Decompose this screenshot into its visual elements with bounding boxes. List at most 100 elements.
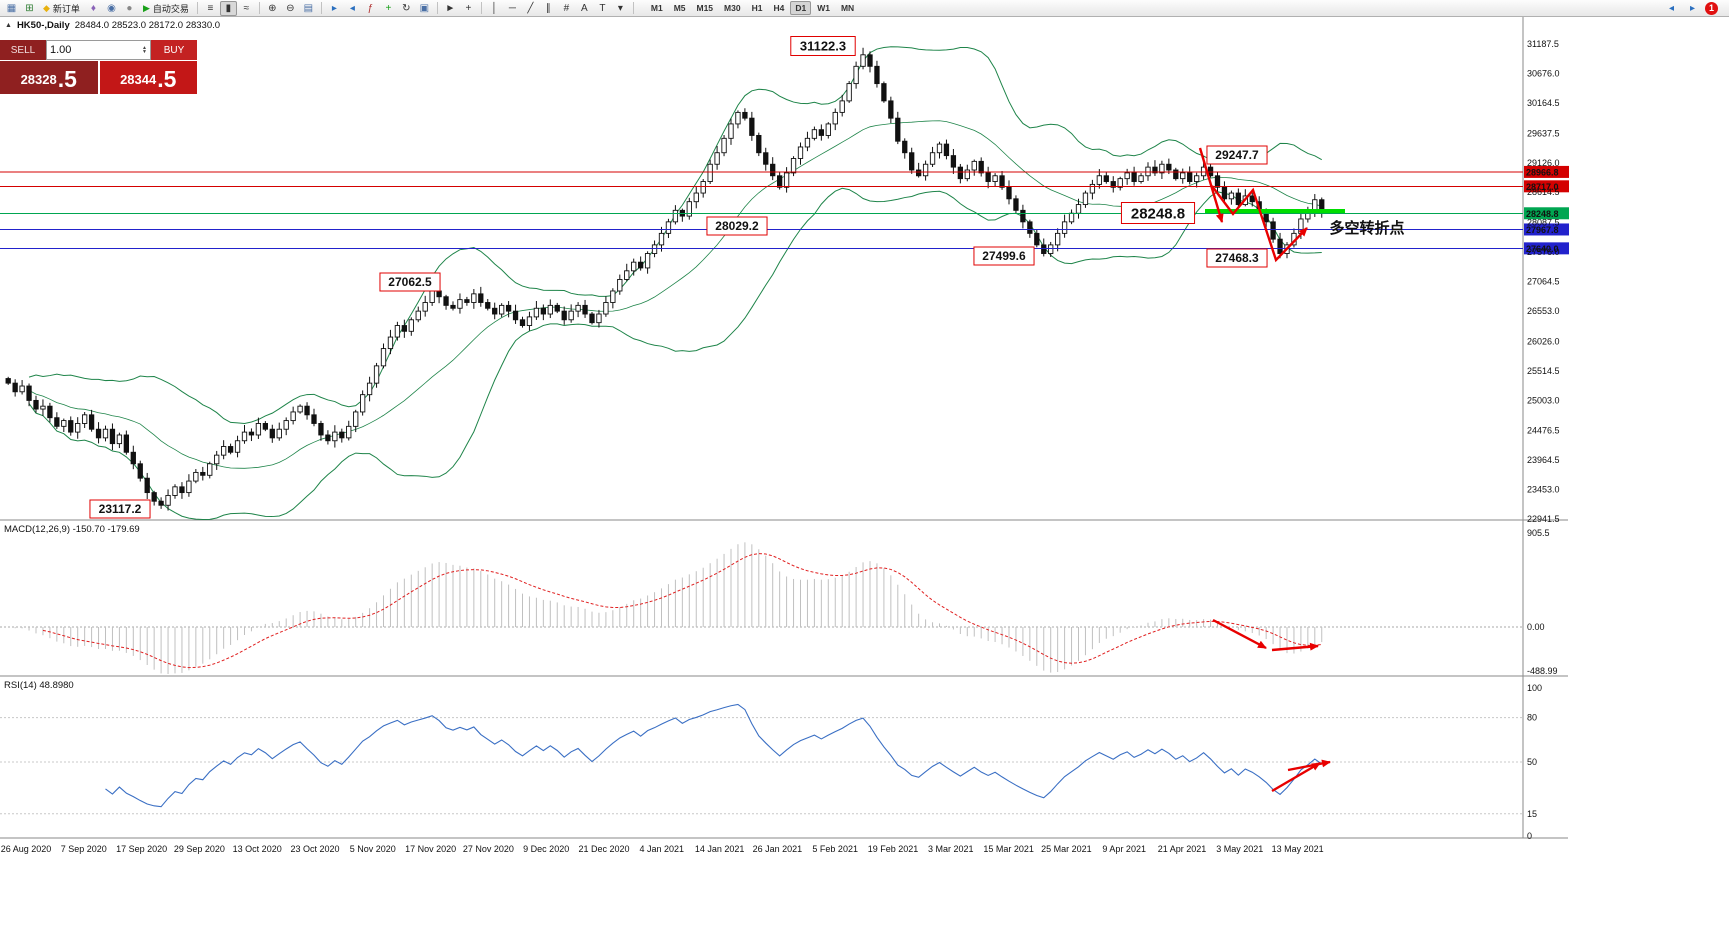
candle-body — [505, 304, 512, 312]
timeframe-h4[interactable]: H4 — [773, 3, 785, 13]
candlesticks — [5, 47, 1325, 511]
label-icon[interactable]: T — [599, 2, 606, 14]
notification-badge[interactable]: 1 — [1705, 1, 1718, 15]
candle-body — [756, 134, 762, 154]
price-callout-box[interactable] — [1206, 145, 1268, 165]
line-chart-icon[interactable]: ≈ — [243, 2, 250, 14]
spinner-down-icon[interactable]: ▼ — [142, 49, 147, 55]
price-callout-text: 27468.3 — [1215, 251, 1259, 265]
drawn-arrow[interactable] — [1287, 759, 1331, 772]
timeframe-m5[interactable]: M5 — [673, 3, 686, 13]
fibonacci-icon[interactable]: # — [563, 2, 570, 14]
drawn-arrow[interactable] — [1198, 147, 1224, 223]
candle-body — [415, 310, 421, 321]
tile-windows-icon[interactable]: ▤ — [303, 2, 314, 14]
toolbar-separator — [320, 2, 322, 14]
candle-body — [200, 471, 206, 476]
price-callout-box[interactable] — [706, 216, 768, 236]
candle-body — [346, 425, 352, 439]
volume-spinner[interactable]: ▲ ▼ — [142, 45, 147, 55]
candle-body — [624, 270, 630, 280]
alerts-icon[interactable]: ◉ — [107, 2, 116, 14]
volume-input[interactable]: 1.00 ▲ ▼ — [46, 40, 151, 60]
templates-icon[interactable]: ▣ — [419, 2, 430, 14]
date-label: 4 Jan 2021 — [640, 844, 685, 854]
price-tick-label: 26026.0 — [1527, 336, 1560, 346]
shapes-dropdown-icon[interactable]: ▾ — [617, 2, 623, 14]
candle-body — [575, 304, 581, 312]
add-indicator-icon[interactable]: + — [385, 2, 392, 14]
spinner-up-icon[interactable]: ▲ — [142, 45, 147, 51]
timeframe-h1[interactable]: H1 — [751, 3, 763, 13]
candlestick-chart-icon[interactable]: ▮ — [219, 0, 237, 16]
drawn-arrow[interactable] — [1271, 761, 1321, 793]
text-icon[interactable]: A — [581, 2, 588, 14]
candle-body — [130, 451, 136, 465]
price-callout-box[interactable] — [973, 246, 1035, 266]
chinese-note-text[interactable]: 多空转折点 — [1329, 219, 1404, 237]
next-chart-icon[interactable]: ▸ — [1689, 2, 1696, 14]
candle-body — [318, 423, 324, 436]
drawn-arrow[interactable] — [1271, 642, 1319, 652]
periods-icon[interactable]: ↻ — [402, 2, 411, 14]
crosshair-icon[interactable]: + — [465, 2, 472, 14]
trendline-icon[interactable]: ╱ — [527, 2, 534, 14]
zoom-out-icon[interactable]: ⊖ — [286, 2, 295, 14]
horizontal-line-icon[interactable]: ─ — [508, 2, 516, 14]
zoom-in-icon[interactable]: ⊕ — [268, 2, 277, 14]
price-callout-box[interactable] — [1120, 202, 1196, 224]
chart-window-icon[interactable]: ▦ — [6, 2, 17, 14]
chart-shift-icon[interactable]: ◂ — [349, 2, 355, 14]
sell-price-button[interactable]: 28328.5 — [0, 61, 98, 94]
candle-body — [1048, 244, 1054, 254]
chart-window[interactable]: ▲ HK50-,Daily 28484.0 28523.0 28172.0 28… — [0, 17, 1729, 941]
buy-button[interactable]: BUY — [151, 40, 197, 60]
timeframe-m1[interactable]: M1 — [650, 3, 663, 13]
date-label: 25 Mar 2021 — [1041, 844, 1092, 854]
timeframe-d1[interactable]: D1 — [790, 1, 812, 15]
new-chart-icon[interactable]: ⊞ — [25, 2, 34, 14]
date-label: 5 Feb 2021 — [812, 844, 858, 854]
drawn-arrow[interactable] — [1211, 185, 1308, 263]
candle-body — [40, 405, 46, 410]
price-callout-box[interactable] — [89, 499, 151, 519]
metaeditor-icon[interactable]: ♦ — [90, 2, 96, 14]
price-badge — [1524, 207, 1569, 220]
previous-chart-icon[interactable]: ◂ — [1668, 2, 1675, 14]
candle-body — [1096, 175, 1103, 185]
channel-icon[interactable]: ∥ — [545, 2, 551, 14]
sound-icon[interactable]: ● — [126, 2, 133, 14]
collapse-arrow-icon[interactable]: ▲ — [5, 22, 12, 29]
price-callout-box[interactable] — [379, 272, 441, 292]
candle-body — [1027, 221, 1033, 234]
auto-scroll-icon[interactable]: ▸ — [331, 2, 337, 14]
chart-canvas[interactable]: 28966.8 28717.0 28248.8 27967.8 27640.0 31187… — [0, 17, 1575, 941]
price-tick-label: 23964.5 — [1527, 455, 1560, 465]
timeframe-w1[interactable]: W1 — [817, 3, 830, 13]
date-label: 5 Nov 2020 — [350, 844, 396, 854]
price-callout-box[interactable] — [1206, 248, 1268, 268]
autotrading-button[interactable]: ▶ 自动交易 — [139, 1, 193, 16]
rsi-pane: RSI(14) 48.8980 100 80 50 15 0 — [0, 680, 1542, 841]
cursor-icon[interactable]: ► — [445, 2, 456, 14]
candle-body — [436, 290, 442, 298]
candle-body — [75, 423, 81, 433]
chart-annotations[interactable]: 31122.3 29247.7 28248.8 28029.2 27499.6 27468… — [89, 36, 1405, 793]
toolbar-separator — [258, 2, 260, 14]
price-callout-box[interactable] — [790, 36, 856, 56]
candle-body — [790, 158, 797, 174]
vertical-line-icon[interactable]: │ — [491, 2, 498, 14]
macd-pane: MACD(12,26,9) -150.70 -179.69 905.5 0.00 -4… — [0, 524, 1558, 676]
drawn-arrow[interactable] — [1212, 618, 1267, 650]
candle-body — [742, 111, 748, 119]
buy-price-button[interactable]: 28344.5 — [99, 61, 197, 94]
sell-button[interactable]: SELL — [0, 40, 46, 60]
bar-chart-icon[interactable]: ≡ — [207, 2, 214, 14]
symbol-title: ▲ HK50-,Daily 28484.0 28523.0 28172.0 28… — [5, 20, 220, 31]
timeframe-m15[interactable]: M15 — [696, 3, 714, 13]
new-order-button[interactable]: ◆ 新订单 — [39, 1, 84, 16]
timeframe-m30[interactable]: M30 — [724, 3, 741, 13]
candle-body — [241, 431, 248, 442]
indicators-icon[interactable]: ƒ — [367, 2, 374, 14]
timeframe-mn[interactable]: MN — [840, 3, 855, 13]
